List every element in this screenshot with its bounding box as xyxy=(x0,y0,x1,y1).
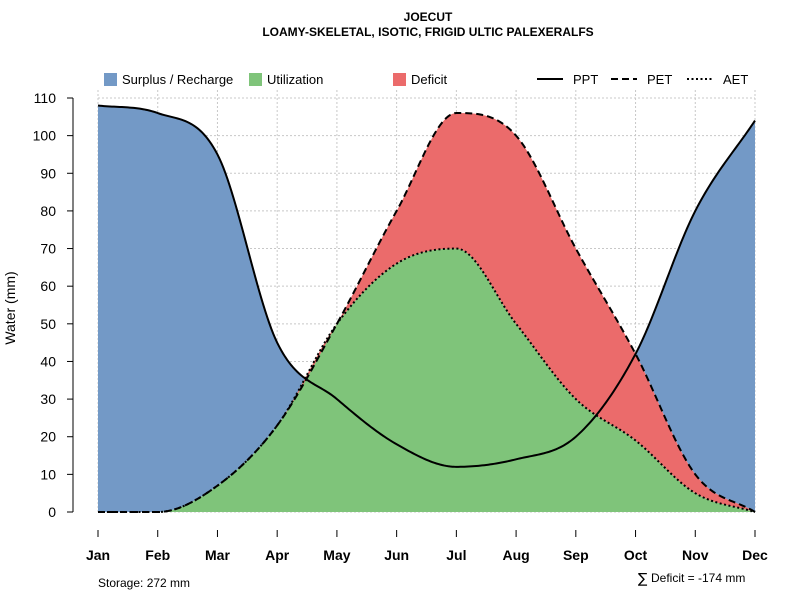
y-tick-label: 50 xyxy=(40,316,56,332)
legend-swatch-surplus xyxy=(104,73,117,86)
legend-label-surplus: Surplus / Recharge xyxy=(122,72,233,87)
legend-label-aet: AET xyxy=(723,72,748,87)
series-line-ppt xyxy=(97,104,756,468)
y-axis-label: Water (mm) xyxy=(2,271,18,344)
legend-label-utilization: Utilization xyxy=(267,72,323,87)
x-tick-label: Oct xyxy=(624,547,648,563)
x-tick-label: Feb xyxy=(145,547,170,563)
x-tick-label: Mar xyxy=(205,547,230,563)
legend-label-ppt: PPT xyxy=(573,72,598,87)
x-tick-label: Nov xyxy=(682,547,709,563)
x-tick-label: Jun xyxy=(384,547,409,563)
x-tick-label: May xyxy=(323,547,350,563)
x-tick-label: Jan xyxy=(86,547,110,563)
x-tick-label: Sep xyxy=(563,547,589,563)
legend: Surplus / Recharge Utilization Deficit P… xyxy=(104,72,748,87)
y-tick-label: 90 xyxy=(40,165,56,181)
legend-swatch-deficit xyxy=(393,73,406,86)
x-tick-label: Aug xyxy=(502,547,529,563)
deficit-note: Deficit = -174 mm xyxy=(651,571,745,585)
areas xyxy=(98,105,755,513)
y-tick-label: 20 xyxy=(40,429,56,445)
chart-title: JOECUT xyxy=(404,10,453,24)
series-lines xyxy=(97,104,756,513)
legend-label-deficit: Deficit xyxy=(411,72,448,87)
y-tick-label: 60 xyxy=(40,278,56,294)
storage-note: Storage: 272 mm xyxy=(98,576,190,590)
axes: 0 10 20 30 40 50 60 70 80 90 100 110 Jan Feb Mar Apr May… xyxy=(33,90,768,563)
x-tick-label: Jul xyxy=(446,547,466,563)
legend-swatch-utilization xyxy=(249,73,262,86)
y-tick-label: 30 xyxy=(40,391,56,407)
y-tick-label: 0 xyxy=(48,504,56,520)
area-utilization xyxy=(98,248,755,512)
y-tick-label: 100 xyxy=(33,128,57,144)
series-line-aet xyxy=(98,247,756,513)
y-tick-label: 110 xyxy=(34,90,57,106)
y-tick-label: 70 xyxy=(40,241,56,257)
y-tick-label: 10 xyxy=(40,466,56,482)
x-tick-label: Apr xyxy=(265,547,290,563)
chart-subtitle: LOAMY-SKELETAL, ISOTIC, FRIGID ULTIC PAL… xyxy=(262,25,593,39)
deficit-sum-icon: ∑ xyxy=(638,571,648,587)
legend-label-pet: PET xyxy=(647,72,672,87)
area-surplus xyxy=(98,105,755,512)
x-tick-label: Dec xyxy=(742,547,768,563)
area-deficit xyxy=(98,113,755,513)
y-tick-label: 40 xyxy=(40,353,56,369)
y-tick-label: 80 xyxy=(40,203,56,219)
